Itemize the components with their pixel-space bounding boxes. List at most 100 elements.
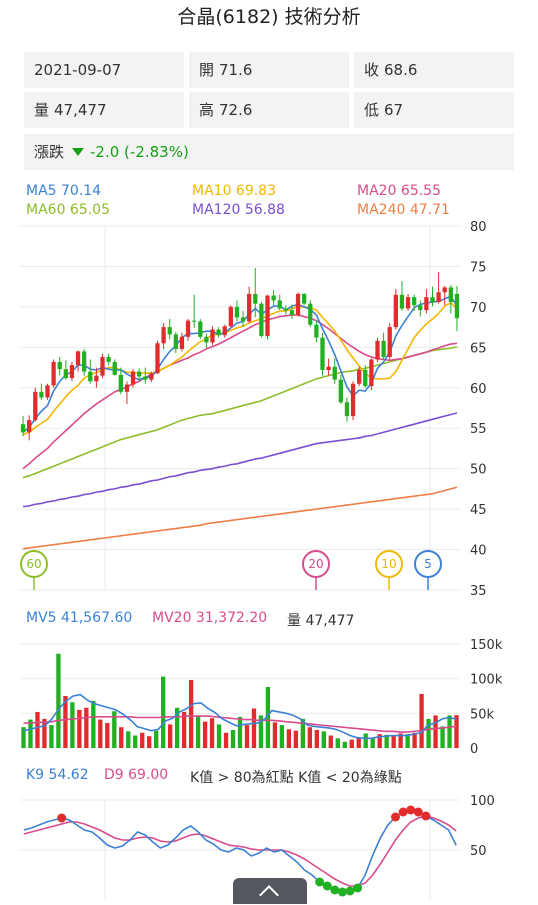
open-label: 開: [199, 61, 215, 79]
ma20-line: [22, 314, 458, 470]
volume-bar: [161, 676, 166, 748]
candle: [75, 351, 81, 366]
volume-bar: [112, 711, 117, 748]
candle: [326, 366, 331, 370]
candle: [192, 320, 197, 322]
expand-handle[interactable]: [233, 878, 307, 905]
volume-bar: [426, 718, 431, 748]
candle: [320, 337, 325, 370]
y-tick-label: 65: [470, 341, 487, 356]
volume-bar: [307, 727, 313, 748]
k-overbought-dot: [421, 811, 431, 821]
candle: [405, 297, 411, 309]
y-tick-label: 0: [470, 742, 478, 757]
ma-marker-badge: [20, 550, 48, 578]
candle: [63, 369, 68, 379]
candle: [57, 361, 62, 370]
volume-bar: [433, 715, 438, 748]
volume-bar: [286, 729, 292, 748]
candle: [33, 391, 38, 421]
volume-bar: [356, 737, 361, 748]
y-tick-label: 50: [470, 844, 487, 859]
open-value: 71.6: [219, 61, 253, 79]
volume-bar: [28, 719, 33, 748]
y-tick-label: 80: [470, 220, 487, 235]
quote-date: 2021-09-07: [24, 52, 184, 88]
candle: [393, 294, 398, 328]
candle: [240, 317, 246, 322]
y-tick-label: 70: [470, 301, 487, 316]
legend-ma60: MA60 65.05: [26, 202, 110, 218]
candle: [363, 369, 368, 387]
volume-bar: [265, 686, 271, 748]
candle: [381, 340, 386, 358]
y-tick-label: 55: [470, 422, 487, 437]
quote-volume: 量 47,477: [24, 92, 184, 128]
candle: [27, 420, 32, 433]
ma60-line: [22, 346, 458, 479]
down-triangle-icon: [72, 148, 85, 156]
volume-bar: [377, 734, 382, 748]
candle: [338, 379, 343, 403]
price-chart: 80 75 70 65 60 55 50 45 40 35 60 20 10 5: [20, 220, 487, 599]
volume-bar: [447, 715, 452, 748]
k-oversold-dot: [322, 881, 332, 891]
candle: [442, 287, 447, 293]
candle: [222, 326, 227, 336]
quote-change: 漲跌 -2.0 (-2.83%): [24, 134, 514, 170]
candle: [124, 384, 130, 392]
candle: [228, 306, 233, 327]
volume-bar: [440, 726, 445, 748]
candle: [149, 373, 154, 380]
y-tick-label: 35: [470, 584, 487, 599]
candle: [448, 287, 453, 303]
volume-bar: [70, 702, 75, 748]
low-value: 67: [384, 101, 404, 119]
candle: [234, 306, 240, 318]
volume-bar: [272, 722, 278, 748]
candle: [69, 365, 75, 379]
d9-line: [23, 815, 457, 887]
y-tick-label: 150k: [470, 638, 503, 653]
volume-bar: [63, 696, 68, 748]
ma-marker-badge: [375, 550, 403, 578]
mv20-line: [23, 715, 457, 733]
candle: [143, 376, 148, 380]
candle: [418, 305, 423, 311]
candle: [130, 371, 136, 385]
k-oversold-dot: [345, 886, 355, 896]
kd-chart: 100 50: [20, 794, 495, 900]
candle: [20, 424, 26, 433]
page-title: 合晶(6182) 技術分析: [177, 6, 361, 28]
candle: [357, 369, 362, 384]
volume-bar: [349, 739, 354, 748]
volume-bar: [105, 723, 110, 748]
volume-bar: [384, 734, 389, 748]
candle: [308, 303, 313, 325]
candle: [259, 303, 264, 337]
volume-bar: [77, 709, 82, 748]
candle: [204, 336, 209, 343]
candle: [283, 308, 288, 311]
volume-bar: [49, 725, 54, 748]
volume-bar: [174, 707, 180, 748]
ma-marker-label: 10: [381, 557, 396, 571]
volume-bar: [167, 724, 173, 748]
volume-bar: [321, 731, 326, 748]
legend-ma240: MA240 47.71: [357, 202, 450, 218]
volume-bar: [133, 735, 138, 748]
volume-bar: [84, 707, 89, 748]
volume-bar: [91, 700, 96, 748]
change-label: 漲跌: [34, 143, 65, 161]
volume-bar: [119, 727, 124, 748]
ma5-line: [22, 295, 458, 433]
volume-bar: [140, 732, 145, 748]
volume-bar: [279, 725, 285, 748]
volume-bar: [342, 741, 347, 748]
volume-bar: [202, 721, 208, 748]
candle: [369, 359, 374, 387]
volume-bar: [21, 727, 26, 748]
candle: [302, 293, 307, 304]
chevron-up-icon: [259, 885, 279, 905]
candle: [216, 329, 221, 336]
